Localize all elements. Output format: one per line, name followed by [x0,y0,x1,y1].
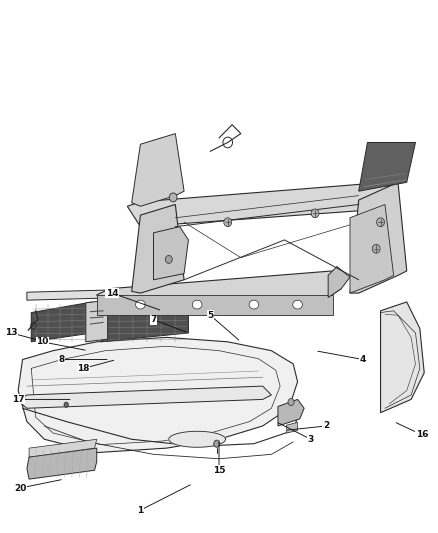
Text: 17: 17 [12,395,25,404]
Polygon shape [169,431,226,447]
Polygon shape [101,297,188,342]
Ellipse shape [293,300,302,309]
Polygon shape [287,423,297,433]
Text: 13: 13 [5,328,18,337]
Polygon shape [29,439,97,457]
Text: 10: 10 [36,337,48,346]
Text: 7: 7 [150,315,157,324]
Text: 4: 4 [360,355,366,364]
Text: 1: 1 [137,506,144,515]
Polygon shape [278,399,304,426]
Text: 8: 8 [59,355,65,364]
Ellipse shape [224,218,232,227]
Text: 3: 3 [307,435,314,444]
Polygon shape [328,266,350,297]
Polygon shape [381,302,424,413]
Polygon shape [359,142,416,191]
Polygon shape [18,337,297,453]
Polygon shape [27,288,193,300]
Polygon shape [132,205,184,293]
Ellipse shape [214,440,220,447]
Polygon shape [350,182,407,293]
Polygon shape [350,205,394,293]
Ellipse shape [377,218,385,227]
Polygon shape [127,182,398,227]
Text: 18: 18 [78,364,90,373]
Text: 5: 5 [207,311,213,320]
Ellipse shape [64,402,68,407]
Ellipse shape [136,300,145,309]
Text: 16: 16 [416,430,428,439]
Polygon shape [97,271,341,315]
Polygon shape [27,448,97,479]
Polygon shape [18,386,272,408]
Text: 20: 20 [14,483,27,492]
Polygon shape [97,295,332,315]
Ellipse shape [372,244,380,253]
Polygon shape [153,227,188,280]
Ellipse shape [311,209,319,218]
Ellipse shape [169,193,177,202]
Text: 14: 14 [106,288,118,297]
Text: 15: 15 [213,466,225,475]
Polygon shape [132,134,184,206]
Ellipse shape [192,300,202,309]
Ellipse shape [249,300,259,309]
Ellipse shape [165,255,172,263]
Polygon shape [86,300,108,342]
Text: 2: 2 [323,422,329,431]
Ellipse shape [288,399,294,406]
Polygon shape [31,302,92,342]
